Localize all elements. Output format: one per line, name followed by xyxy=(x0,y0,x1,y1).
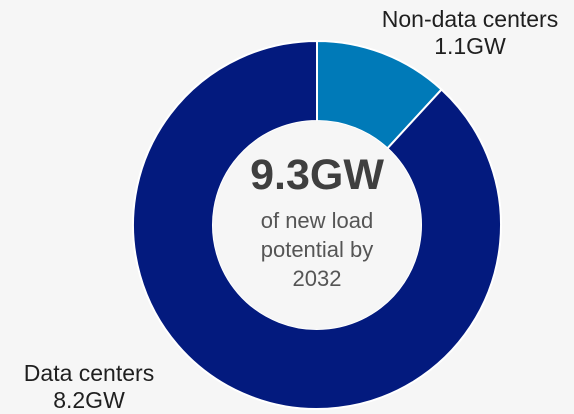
slice-label-data-centers: Data centers 8.2GW xyxy=(4,360,174,414)
slice-value-data-centers: 8.2GW xyxy=(4,387,174,414)
slice-value-non-data-centers: 1.1GW xyxy=(366,33,574,60)
total-value: 9.3GW xyxy=(217,150,417,200)
total-caption: of new load potential by 2032 xyxy=(217,206,417,293)
center-summary: 9.3GW of new load potential by 2032 xyxy=(217,150,417,293)
slice-name-non-data-centers: Non-data centers xyxy=(366,6,574,33)
slice-name-data-centers: Data centers xyxy=(4,360,174,387)
slice-label-non-data-centers: Non-data centers 1.1GW xyxy=(366,6,574,60)
